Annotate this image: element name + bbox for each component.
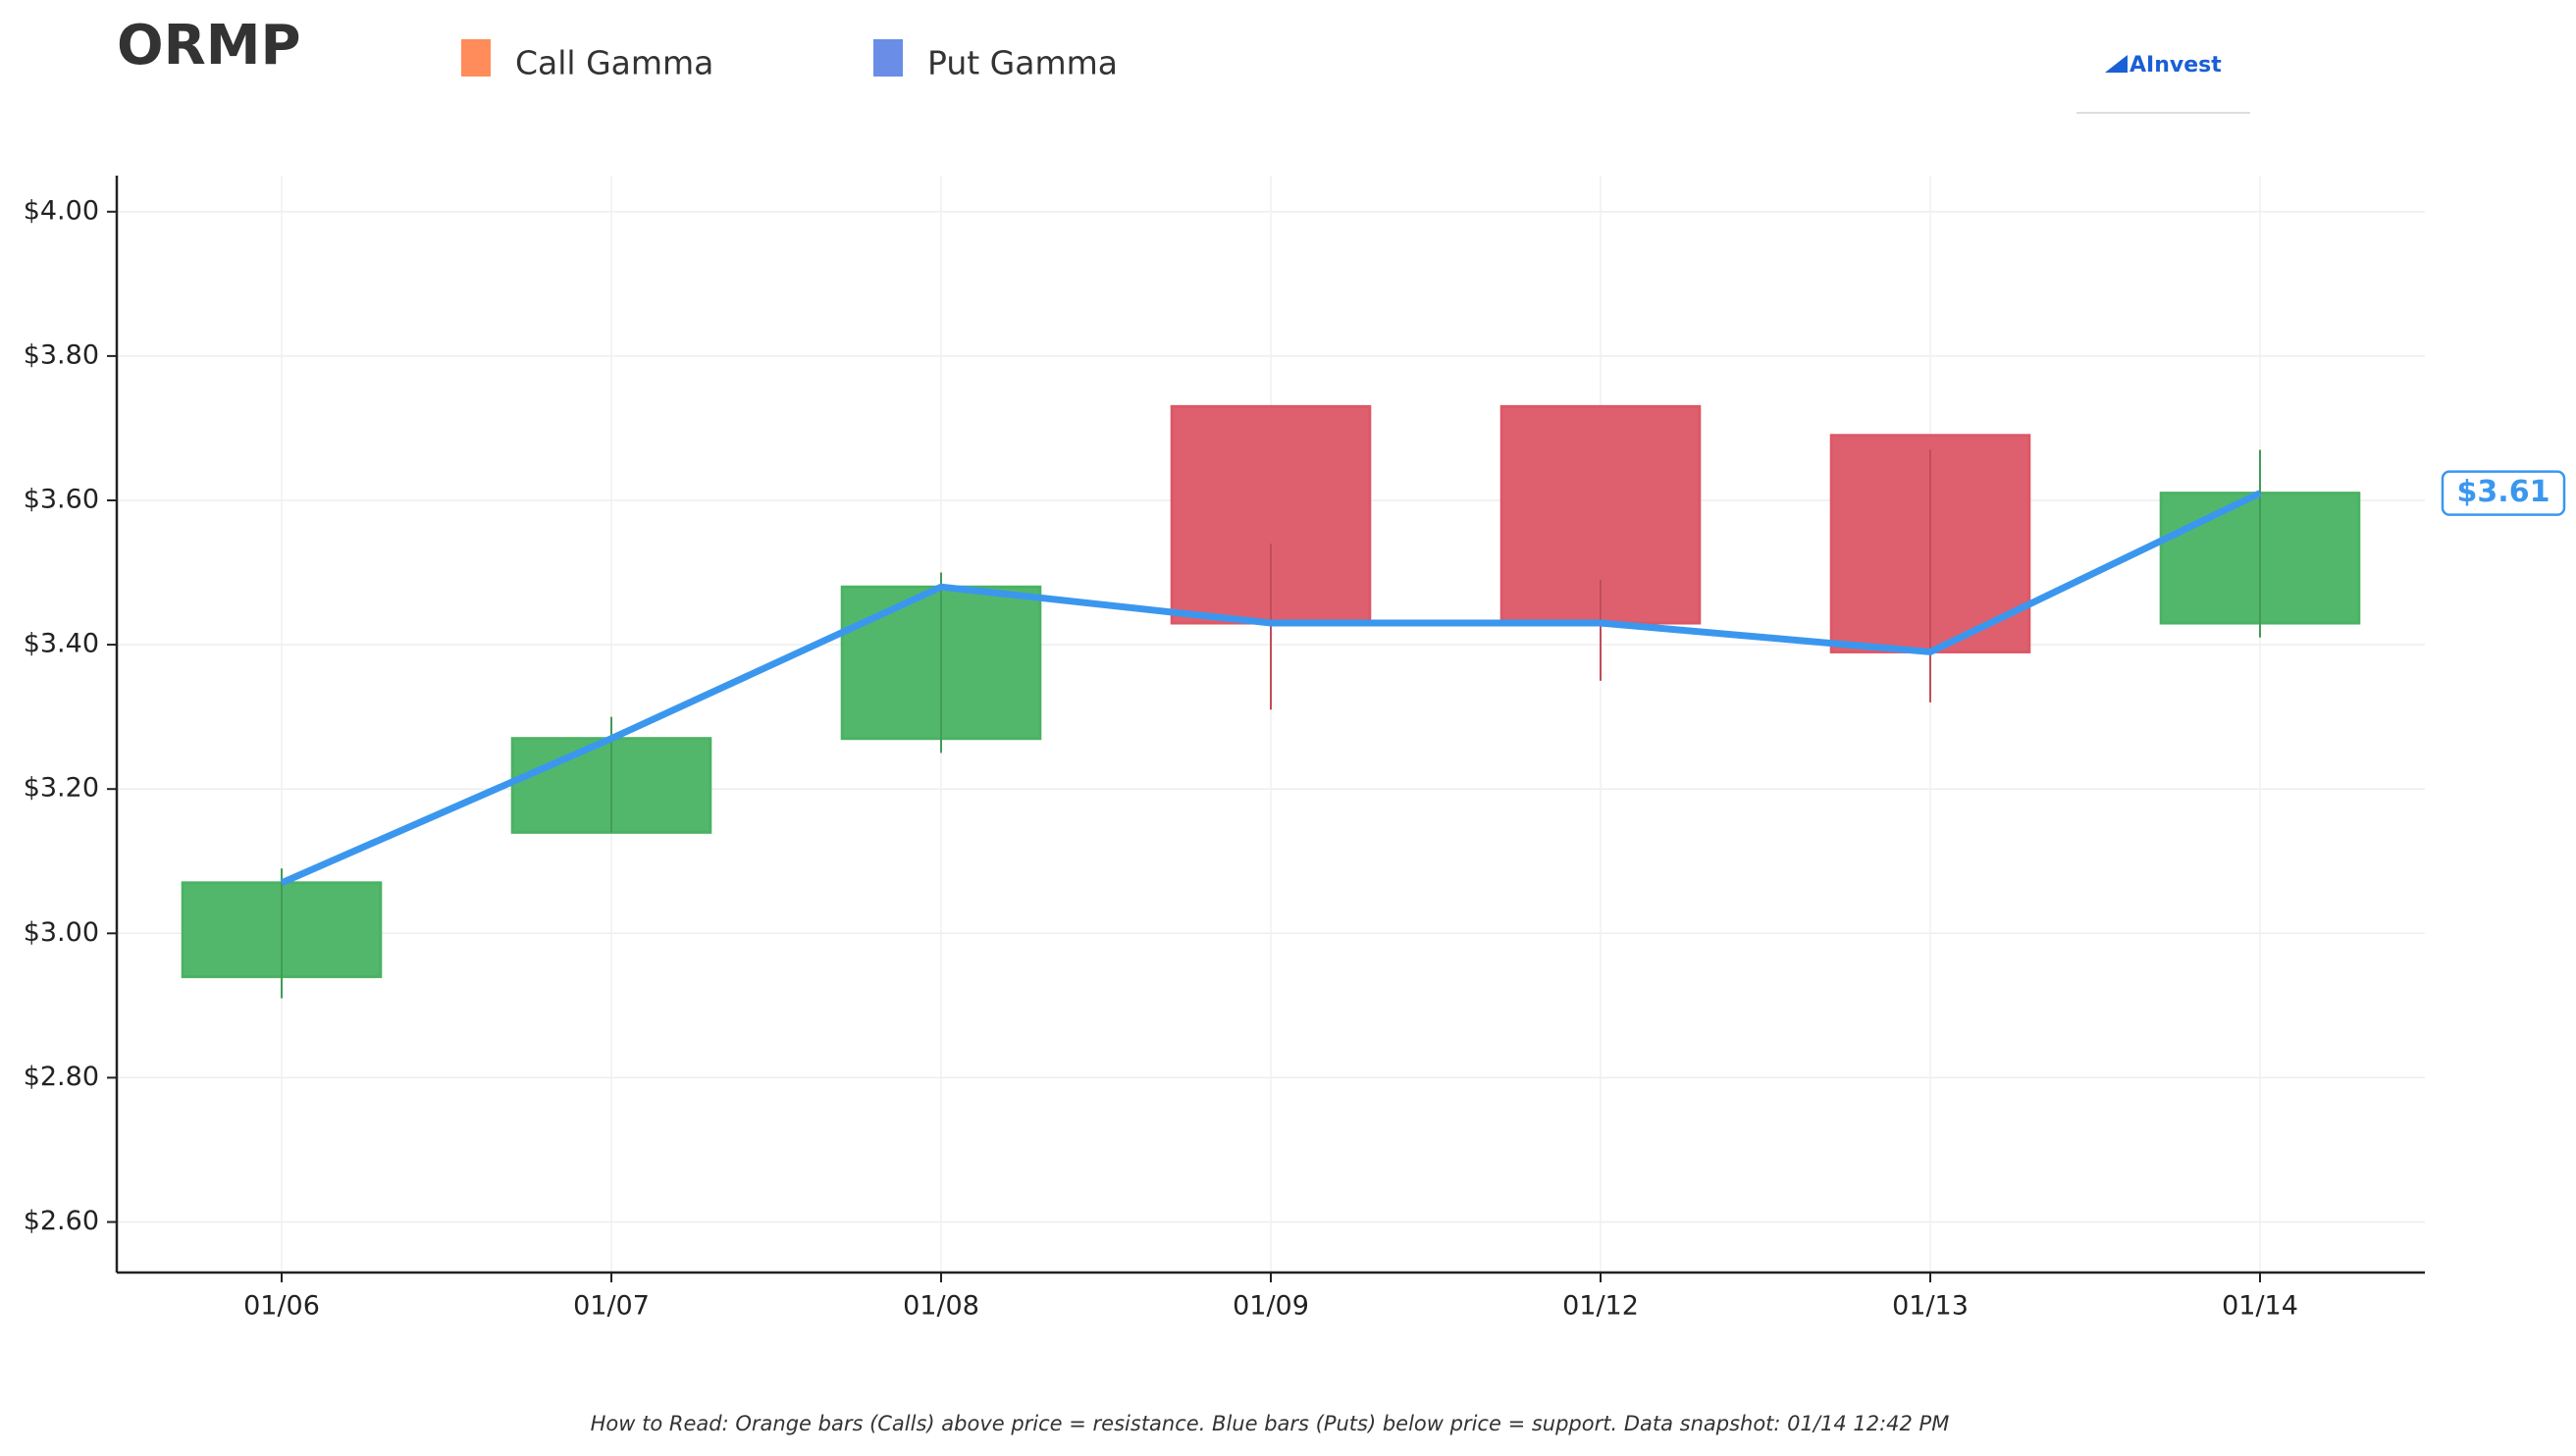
brand-logo: AInvest — [2129, 53, 2222, 78]
y-tick-label: $3.60 — [24, 484, 99, 514]
x-tick-label: 01/07 — [573, 1291, 650, 1322]
x-tick-label: 01/06 — [243, 1291, 320, 1322]
y-tick-label: $3.00 — [24, 917, 99, 948]
x-tick-label: 01/13 — [1892, 1291, 1969, 1322]
legend-label: Call Gamma — [515, 44, 713, 82]
y-tick-label: $4.00 — [24, 195, 99, 226]
footnote: How to Read: Orange bars (Calls) above p… — [591, 1412, 1950, 1435]
y-tick-label: $3.20 — [24, 773, 99, 804]
x-tick-label: 01/12 — [1562, 1291, 1639, 1322]
x-tick-label: 01/09 — [1233, 1291, 1309, 1322]
logo-icon — [2105, 55, 2128, 73]
y-tick-label: $3.40 — [24, 629, 99, 659]
x-tick-label: 01/08 — [903, 1291, 979, 1322]
legend-swatch — [873, 39, 903, 77]
price-line — [280, 490, 2262, 887]
y-tick-label: $3.80 — [24, 339, 99, 370]
y-tick-label: $2.60 — [24, 1206, 99, 1236]
legend-label: Put Gamma — [927, 44, 1118, 82]
price-label: $3.61 — [2457, 475, 2550, 509]
x-tick-label: 01/14 — [2222, 1291, 2298, 1322]
chart-title: ORMP — [117, 14, 301, 78]
price-label-box — [2441, 470, 2566, 516]
legend-swatch — [461, 39, 491, 77]
y-tick-label: $2.80 — [24, 1062, 99, 1092]
